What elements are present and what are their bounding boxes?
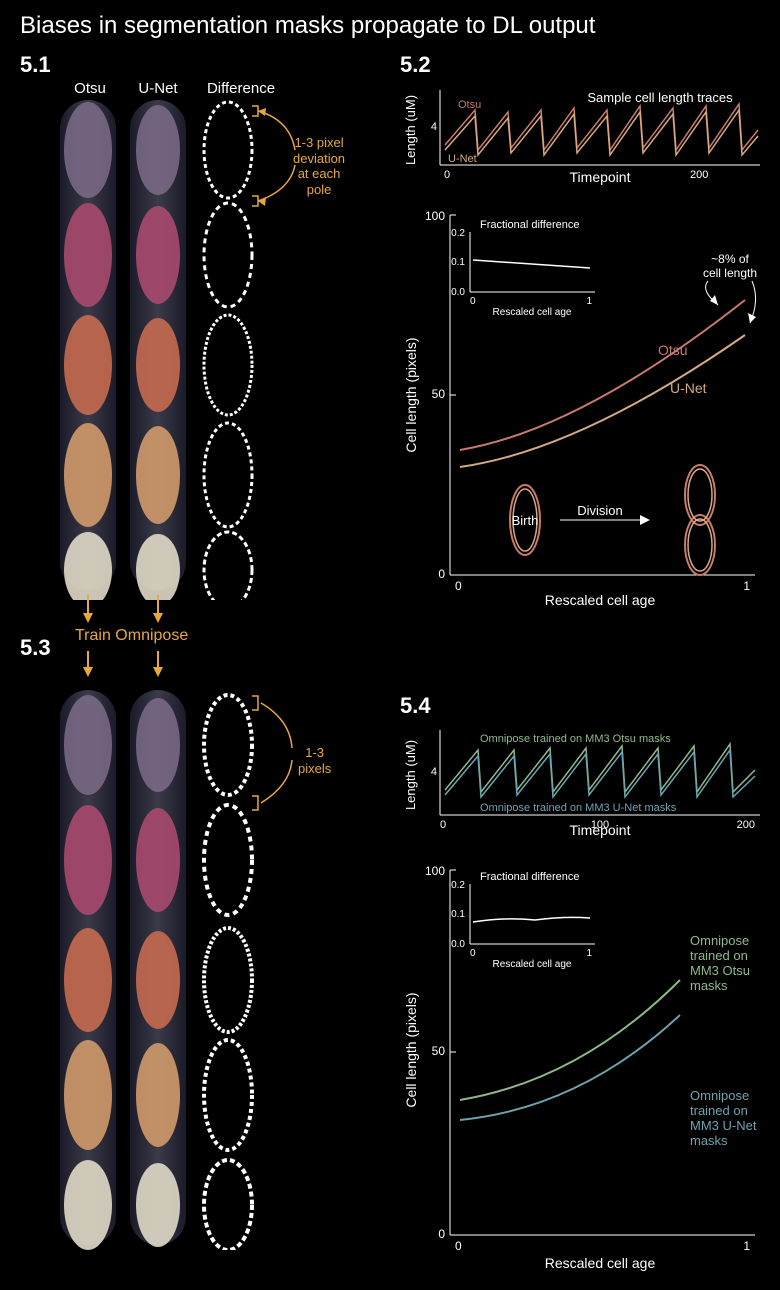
svg-text:Omnipose: Omnipose bbox=[690, 1088, 749, 1103]
trace-chart-5-4: Length (uM) Timepoint 4 0 100 200 Omnipo… bbox=[400, 720, 770, 840]
svg-text:Cell length (pixels): Cell length (pixels) bbox=[403, 337, 419, 452]
svg-text:0.1: 0.1 bbox=[451, 257, 465, 268]
svg-text:masks: masks bbox=[690, 978, 728, 993]
svg-text:0.2: 0.2 bbox=[451, 228, 465, 239]
col-diff: Difference bbox=[196, 80, 286, 97]
svg-text:~8% of: ~8% of bbox=[711, 252, 749, 266]
svg-text:trained on: trained on bbox=[690, 948, 748, 963]
svg-text:1: 1 bbox=[586, 296, 592, 307]
svg-text:MM3 Otsu: MM3 Otsu bbox=[690, 963, 750, 978]
svg-text:1: 1 bbox=[743, 1239, 750, 1253]
svg-text:100: 100 bbox=[425, 864, 445, 878]
svg-text:cell length: cell length bbox=[703, 266, 757, 280]
svg-text:0.2: 0.2 bbox=[451, 880, 465, 891]
svg-text:100: 100 bbox=[591, 819, 609, 831]
svg-text:Fractional difference: Fractional difference bbox=[480, 219, 579, 231]
svg-text:Sample cell length traces: Sample cell length traces bbox=[587, 90, 733, 105]
svg-text:Rescaled cell age: Rescaled cell age bbox=[493, 307, 572, 318]
svg-text:Division: Division bbox=[577, 503, 623, 518]
panel-5-1-strips bbox=[60, 100, 310, 600]
svg-text:Timepoint: Timepoint bbox=[570, 169, 631, 185]
svg-text:Length (uM): Length (uM) bbox=[403, 95, 418, 165]
svg-text:0: 0 bbox=[438, 1227, 445, 1241]
col-otsu: Otsu bbox=[62, 80, 118, 97]
svg-text:Fractional difference: Fractional difference bbox=[480, 871, 579, 883]
svg-text:Otsu: Otsu bbox=[658, 342, 688, 358]
svg-text:U-Net: U-Net bbox=[448, 153, 477, 165]
growth-chart-5-4: Cell length (pixels) Rescaled cell age 1… bbox=[400, 850, 770, 1280]
svg-text:0: 0 bbox=[438, 567, 445, 581]
svg-text:0.1: 0.1 bbox=[451, 909, 465, 920]
svg-text:Rescaled cell age: Rescaled cell age bbox=[493, 959, 572, 970]
growth-chart-5-2: Cell length (pixels) Rescaled cell age 1… bbox=[400, 195, 770, 615]
svg-text:4: 4 bbox=[431, 121, 437, 133]
svg-text:50: 50 bbox=[432, 1044, 446, 1058]
svg-text:Cell length (pixels): Cell length (pixels) bbox=[403, 992, 419, 1107]
svg-text:masks: masks bbox=[690, 1133, 728, 1148]
svg-text:0: 0 bbox=[470, 948, 476, 959]
svg-text:200: 200 bbox=[690, 169, 708, 181]
svg-text:Rescaled cell age: Rescaled cell age bbox=[545, 592, 656, 608]
trace-chart-5-2: Length (uM) Timepoint 4 0 200 Sample cel… bbox=[400, 80, 770, 185]
panel-5-4: 5.4 bbox=[400, 693, 431, 719]
svg-text:MM3 U-Net: MM3 U-Net bbox=[690, 1118, 757, 1133]
svg-text:Omnipose trained on MM3 U-Net: Omnipose trained on MM3 U-Net masks bbox=[480, 802, 677, 814]
svg-text:100: 100 bbox=[425, 209, 445, 223]
svg-text:Length (uM): Length (uM) bbox=[403, 740, 418, 810]
svg-text:50: 50 bbox=[432, 387, 446, 401]
train-arrows bbox=[60, 595, 260, 695]
col-unet: U-Net bbox=[130, 80, 186, 97]
svg-text:1: 1 bbox=[586, 948, 592, 959]
annotation-5-1: 1-3 pixel deviation at each pole bbox=[293, 135, 345, 197]
svg-text:Omnipose trained on MM3 Otsu m: Omnipose trained on MM3 Otsu masks bbox=[480, 733, 671, 745]
panel-5-3-strips bbox=[60, 690, 310, 1250]
svg-text:0: 0 bbox=[470, 296, 476, 307]
panel-5-2: 5.2 bbox=[400, 52, 431, 78]
svg-text:4: 4 bbox=[431, 766, 437, 778]
svg-text:Rescaled cell age: Rescaled cell age bbox=[545, 1255, 656, 1271]
svg-text:0.0: 0.0 bbox=[451, 287, 465, 298]
train-omnipose: Train Omnipose bbox=[75, 627, 188, 645]
svg-text:0.0: 0.0 bbox=[451, 939, 465, 950]
annotation-5-3: 1-3 pixels bbox=[298, 745, 331, 776]
svg-text:Otsu: Otsu bbox=[458, 99, 481, 111]
panel-5-3: 5.3 bbox=[20, 635, 51, 661]
figure-title: Biases in segmentation masks propagate t… bbox=[20, 12, 595, 40]
svg-text:Birth: Birth bbox=[512, 513, 539, 528]
svg-text:U-Net: U-Net bbox=[670, 380, 707, 396]
svg-text:0: 0 bbox=[444, 169, 450, 181]
svg-text:0: 0 bbox=[455, 1239, 462, 1253]
svg-text:0: 0 bbox=[440, 819, 446, 831]
svg-text:1: 1 bbox=[743, 579, 750, 593]
panel-5-1: 5.1 bbox=[20, 52, 51, 78]
svg-text:200: 200 bbox=[737, 819, 755, 831]
svg-text:Omnipose: Omnipose bbox=[690, 933, 749, 948]
svg-text:trained on: trained on bbox=[690, 1103, 748, 1118]
svg-text:0: 0 bbox=[455, 579, 462, 593]
